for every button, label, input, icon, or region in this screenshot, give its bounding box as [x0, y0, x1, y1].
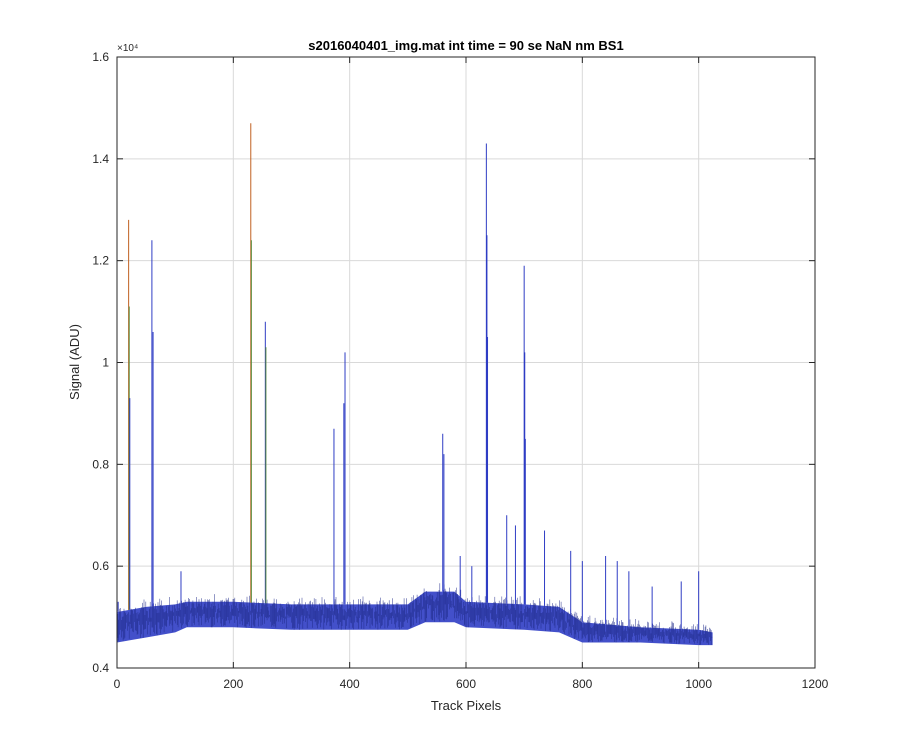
y-exponent-label: ×10⁴ [117, 43, 138, 54]
y-tick-label: 0.4 [92, 661, 109, 675]
x-tick-label: 1000 [685, 677, 712, 691]
chart-title: s2016040401_img.mat int time = 90 se NaN… [308, 38, 623, 53]
x-tick-label: 1200 [802, 677, 829, 691]
x-tick-label: 400 [340, 677, 360, 691]
y-tick-label: 1.6 [92, 50, 109, 64]
y-tick-label: 1.2 [92, 254, 109, 268]
y-axis-label: Signal (ADU) [67, 324, 82, 400]
signal-series [116, 123, 713, 646]
y-axis-ticks: 0.4 0.6 0.8 1 1.2 1.4 1.6 [92, 50, 815, 675]
x-axis-label: Track Pixels [431, 698, 502, 713]
x-tick-label: 800 [572, 677, 592, 691]
x-tick-label: 0 [114, 677, 121, 691]
y-tick-label: 1 [102, 356, 109, 370]
y-tick-label: 1.4 [92, 152, 109, 166]
y-tick-label: 0.8 [92, 457, 109, 471]
x-tick-label: 200 [223, 677, 243, 691]
grid-lines [117, 57, 815, 668]
y-tick-label: 0.6 [92, 559, 109, 573]
x-tick-label: 600 [456, 677, 476, 691]
x-axis-ticks: 0 200 400 600 800 1000 1200 [114, 57, 829, 691]
